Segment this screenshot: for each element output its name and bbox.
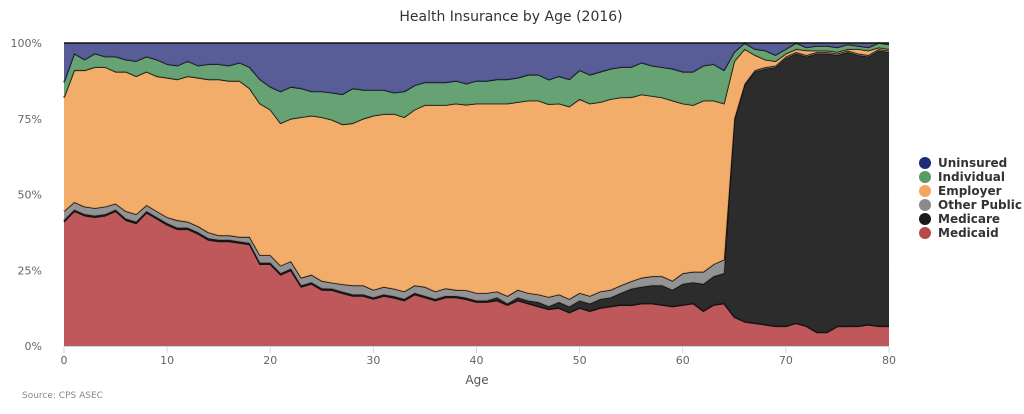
legend-item-uninsured[interactable]: Uninsured <box>919 156 1007 170</box>
area-individual[interactable] <box>64 43 889 125</box>
area-medicaid[interactable] <box>64 211 889 346</box>
area-medicare[interactable] <box>64 50 889 333</box>
legend-marker <box>919 157 931 169</box>
x-tick-label: 30 <box>366 354 380 367</box>
legend-item-other-public[interactable]: Other Public <box>919 198 1022 212</box>
area-uninsured[interactable] <box>64 43 889 95</box>
legend-label: Other Public <box>938 198 1022 212</box>
legend-marker <box>919 199 931 211</box>
y-tick-label: 100% <box>11 37 42 50</box>
legend-label: Uninsured <box>938 156 1007 170</box>
x-tick-label: 20 <box>263 354 277 367</box>
x-tick-label: 80 <box>882 354 896 367</box>
legend-marker <box>919 185 931 197</box>
x-tick-label: 10 <box>160 354 174 367</box>
legend-marker <box>919 213 931 225</box>
y-tick-label: 75% <box>18 113 42 126</box>
legend-item-medicare[interactable]: Medicare <box>919 212 1000 226</box>
x-tick-label: 50 <box>573 354 587 367</box>
x-tick-label: 70 <box>779 354 793 367</box>
x-tick-label: 60 <box>676 354 690 367</box>
area-series-layer <box>63 42 890 346</box>
legend-label: Medicaid <box>938 226 999 240</box>
legend-label: Employer <box>938 184 1002 198</box>
source-note: Source: CPS ASEC <box>22 391 103 401</box>
legend-item-medicaid[interactable]: Medicaid <box>919 226 999 240</box>
legend-item-employer[interactable]: Employer <box>919 184 1002 198</box>
legend-label: Medicare <box>938 212 1000 226</box>
y-tick-label: 25% <box>18 264 42 277</box>
x-tick-label: 0 <box>61 354 68 367</box>
y-tick-label: 0% <box>25 340 42 353</box>
x-tick-label: 40 <box>470 354 484 367</box>
axes: 0% 25% 50% 75% 100% 0 10 20 30 40 50 60 70 80 <box>11 37 896 367</box>
legend-marker <box>919 171 931 183</box>
y-tick-label: 50% <box>18 189 42 202</box>
x-axis-title: Age <box>465 373 488 387</box>
legend-item-individual[interactable]: Individual <box>919 170 1005 184</box>
chart-title: Health Insurance by Age (2016) <box>399 9 622 25</box>
legend-label: Individual <box>938 170 1005 184</box>
legend-marker <box>919 227 931 239</box>
